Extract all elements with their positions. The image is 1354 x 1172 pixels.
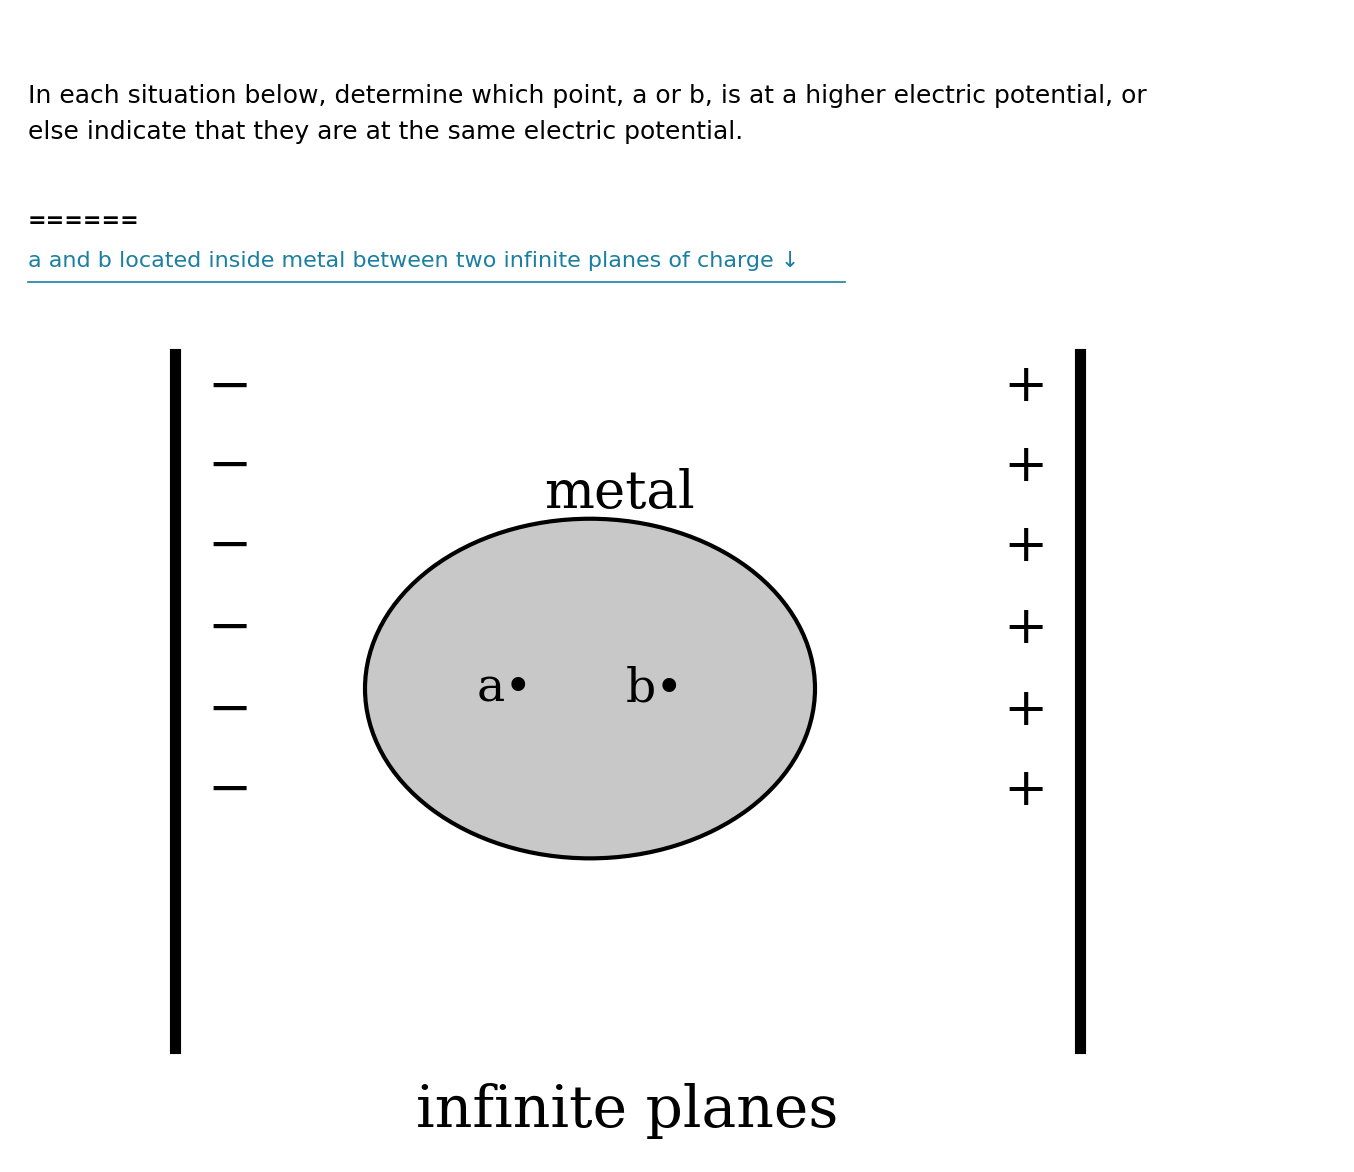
Text: metal: metal bbox=[544, 469, 696, 519]
Text: −: − bbox=[207, 604, 252, 654]
Text: ======: ====== bbox=[28, 211, 139, 231]
Text: −: − bbox=[207, 442, 252, 492]
Text: −: − bbox=[207, 684, 252, 736]
Text: −: − bbox=[207, 765, 252, 816]
Text: b•: b• bbox=[626, 666, 684, 711]
Text: +: + bbox=[1003, 522, 1048, 572]
Text: a•: a• bbox=[477, 666, 533, 711]
Text: In each situation below, determine which point, a or b, is at a higher electric : In each situation below, determine which… bbox=[28, 84, 1147, 144]
Text: −: − bbox=[207, 522, 252, 572]
Text: a and b located inside metal between two infinite planes of charge ↓: a and b located inside metal between two… bbox=[28, 251, 799, 271]
Ellipse shape bbox=[366, 519, 815, 858]
Text: infinite planes: infinite planes bbox=[416, 1083, 838, 1139]
Text: +: + bbox=[1003, 604, 1048, 654]
Text: −: − bbox=[207, 361, 252, 413]
Text: +: + bbox=[1003, 684, 1048, 736]
Text: +: + bbox=[1003, 361, 1048, 413]
Text: +: + bbox=[1003, 442, 1048, 492]
Text: +: + bbox=[1003, 765, 1048, 816]
